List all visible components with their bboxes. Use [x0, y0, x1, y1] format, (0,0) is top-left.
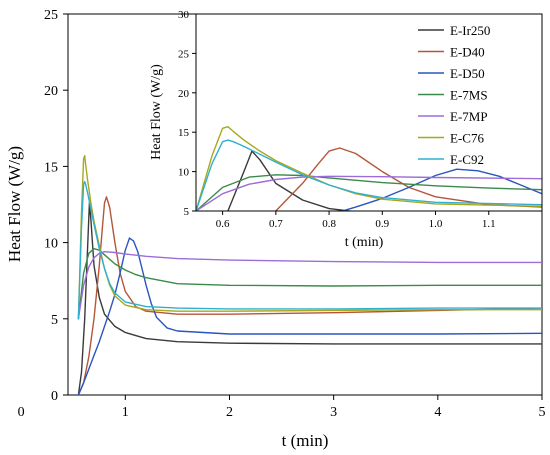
inset-x-tick-label: 1.1: [482, 218, 496, 230]
main-y-tick-label: 20: [44, 84, 58, 99]
inset-series-line-e-d50: [339, 168, 542, 211]
inset-plot: 0.6 0.7 0.8 0.9 1.0 1.1 5 10 15 20 25 30 t (min) H…: [149, 9, 543, 250]
inset-x-axis-title: t (min): [345, 235, 384, 250]
legend-label-e-d40: E-D40: [450, 45, 485, 60]
main-y-tick-label: 15: [44, 160, 58, 175]
legend-label-e-c92: E-C92: [450, 152, 484, 167]
inset-x-tick-label: 0.6: [216, 218, 230, 230]
main-x-tick-label: 0: [18, 405, 25, 420]
inset-x-tick-label: 1.0: [429, 218, 443, 230]
inset-series-line-e-c92: [196, 139, 542, 211]
inset-x-tick-label: 0.9: [375, 218, 389, 230]
main-y-axis: 0 5 10 15 20 25: [44, 8, 68, 404]
main-series-line-e-7mp: [77, 250, 542, 320]
main-y-tick-label: 10: [44, 237, 58, 252]
main-series-line-e-ir250: [77, 202, 542, 395]
inset-y-tick-label: 30: [178, 9, 190, 21]
inset-x-tick-label: 0.7: [269, 218, 283, 230]
main-y-tick-label: 0: [51, 389, 58, 404]
inset-y-axis-title: Heat Flow (W/g): [149, 64, 164, 160]
inset-x-axis: 0.6 0.7 0.8 0.9 1.0 1.1: [216, 211, 496, 230]
inset-y-tick-label: 10: [178, 167, 190, 179]
main-x-axis-title: t (min): [282, 431, 329, 450]
inset-series-line-e-7ms: [196, 174, 542, 211]
legend-label-e-ir250: E-Ir250: [450, 23, 490, 38]
legend-label-e-7mp: E-7MP: [450, 109, 488, 124]
main-x-tick-label: 1: [122, 405, 129, 420]
legend: E-Ir250 E-D40 E-D50 E-7MS E-7MP E-C76 E-C92: [418, 23, 490, 167]
legend-label-e-c76: E-C76: [450, 131, 484, 146]
main-series-line-e-d50: [77, 237, 542, 395]
inset-series-line-e-ir250: [227, 150, 356, 211]
inset-y-tick-label: 20: [178, 88, 190, 100]
main-x-axis: 0 1 2 3 4 5: [18, 395, 546, 420]
main-series-line-e-c92: [77, 180, 542, 320]
main-x-tick-label: 2: [226, 405, 233, 420]
main-series-line-e-d40: [77, 196, 542, 395]
main-plot: 0 1 2 3 4 5 0 5 10 15 20 25 t (min) Heat Flow (W/g…: [5, 8, 546, 450]
inset-series-line-e-d40: [274, 147, 542, 211]
main-y-tick-label: 5: [51, 313, 58, 328]
main-series-line-e-7ms: [77, 247, 542, 320]
main-y-tick-label: 25: [44, 8, 58, 23]
main-x-tick-label: 3: [330, 405, 337, 420]
main-x-tick-label: 4: [434, 405, 441, 420]
main-x-tick-label: 5: [539, 405, 546, 420]
inset-y-axis: 5 10 15 20 25 30: [178, 9, 196, 218]
inset-series-line-e-7mp: [196, 175, 542, 211]
inset-y-tick-label: 25: [178, 48, 190, 60]
main-y-axis-title: Heat Flow (W/g): [5, 146, 24, 262]
inset-y-tick-label: 15: [178, 127, 190, 139]
main-series-group: [77, 154, 542, 395]
inset-plot-frame: [195, 13, 543, 212]
inset-y-tick-label: 5: [184, 206, 190, 218]
inset-series-group: [196, 125, 542, 211]
legend-label-e-7ms: E-7MS: [450, 88, 488, 103]
legend-label-e-d50: E-D50: [450, 66, 485, 81]
inset-x-tick-label: 0.8: [322, 218, 336, 230]
